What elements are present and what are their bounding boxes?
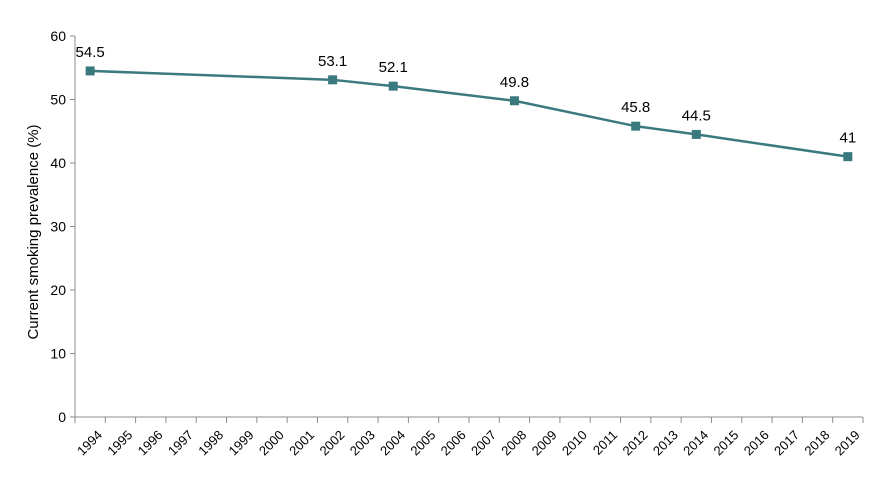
- data-point-marker: [85, 66, 95, 76]
- data-point-marker: [509, 96, 519, 106]
- data-label: 49.8: [500, 74, 529, 91]
- y-tick-label: 0: [58, 409, 66, 425]
- x-tick-label: 1995: [104, 427, 135, 458]
- x-tick-label: 2019: [832, 427, 863, 458]
- x-tick-label: 2000: [256, 427, 287, 458]
- x-tick-label: 2013: [650, 427, 681, 458]
- x-tick-label: 1999: [226, 427, 257, 458]
- x-tick-label: 2006: [438, 427, 469, 458]
- x-tick-label: 1994: [74, 427, 105, 458]
- x-tick-label: 2012: [620, 427, 651, 458]
- series-group: 54.5 53.1 52.1 49.8 45.8 44.5 41: [76, 44, 857, 162]
- series-line: [90, 69, 849, 158]
- data-label: 41: [840, 130, 857, 147]
- x-tick-label: 2005: [407, 427, 438, 458]
- x-tick-label: 2007: [468, 427, 499, 458]
- data-point-marker: [388, 81, 398, 91]
- data-point-marker: [631, 121, 641, 131]
- x-tick-label: 1998: [195, 427, 226, 458]
- x-tick-label: 1997: [165, 427, 196, 458]
- data-label: 52.1: [379, 59, 408, 76]
- x-tick-label: 2002: [316, 427, 347, 458]
- x-tick-label: 2001: [286, 427, 317, 458]
- data-label: 44.5: [682, 107, 711, 124]
- data-label: 54.5: [76, 44, 105, 61]
- y-tick-label: 30: [50, 219, 66, 235]
- x-tick-label: 2011: [590, 427, 620, 457]
- x-tick-label: 2003: [347, 427, 378, 458]
- x-tick-label: 2018: [801, 427, 832, 458]
- x-axis: 1994 1995 1996 1997 1998 1999 2000 2001 2002 2003…: [74, 416, 864, 458]
- x-tick-label: 2017: [771, 427, 802, 458]
- data-label: 53.1: [318, 53, 347, 70]
- x-tick-label: 2014: [680, 427, 711, 458]
- x-tick-label: 2009: [529, 427, 560, 458]
- x-tick-label: 2015: [710, 427, 741, 458]
- data-label: 45.8: [621, 99, 650, 116]
- y-axis: 0 10 20 30 40 50 60: [50, 28, 76, 425]
- data-point-marker: [328, 75, 338, 85]
- x-tick-label: 2004: [377, 427, 408, 458]
- y-tick-label: 60: [50, 28, 66, 44]
- x-tick-label: 2016: [741, 427, 772, 458]
- data-point-marker: [843, 152, 853, 162]
- x-tick-label: 1996: [135, 427, 166, 458]
- y-tick-label: 40: [50, 155, 66, 171]
- y-tick-label: 10: [50, 346, 66, 362]
- x-tick-label: 2010: [559, 427, 590, 458]
- x-tick-label: 2008: [498, 427, 529, 458]
- y-axis-label: Current smoking prevalence (%): [25, 124, 42, 339]
- y-tick-label: 50: [50, 92, 66, 108]
- data-point-marker: [691, 129, 701, 139]
- y-tick-label: 20: [50, 282, 66, 298]
